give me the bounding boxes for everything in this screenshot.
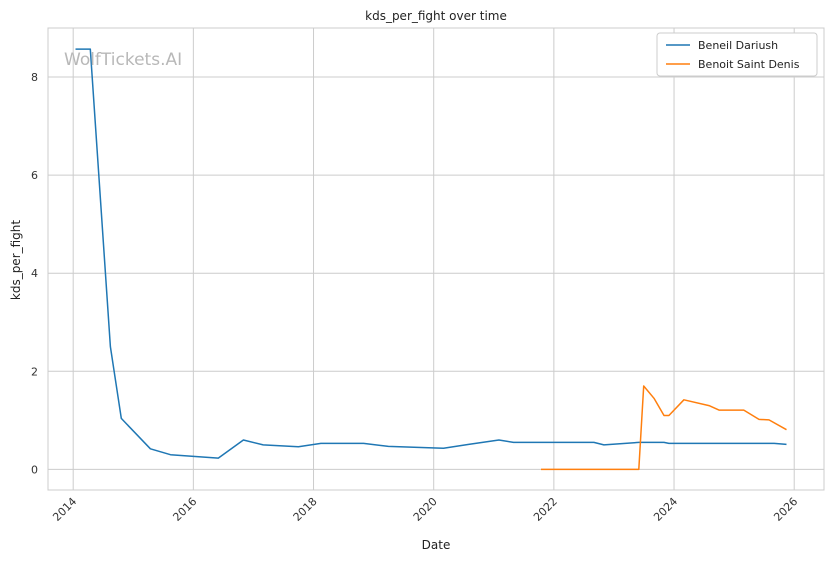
series-lines bbox=[75, 48, 787, 471]
legend-box bbox=[656, 32, 818, 77]
legend: Beneil Dariush Benoit Saint Denis bbox=[656, 32, 818, 77]
plot-area-frame bbox=[47, 27, 825, 491]
y-tick-label-8: 8 bbox=[31, 71, 38, 84]
watermark-text: WolfTickets.AI bbox=[64, 50, 182, 70]
grid-lines bbox=[48, 28, 824, 490]
y-tick-label-6: 6 bbox=[31, 169, 38, 182]
x-axis-title: Date bbox=[422, 538, 451, 552]
legend-label-benoit-saint-denis: Benoit Saint Denis bbox=[698, 58, 800, 71]
series-line-benoit-saint-denis bbox=[541, 385, 787, 471]
y-axis-title: kds_per_fight bbox=[9, 220, 23, 301]
y-tick-label-2: 2 bbox=[31, 365, 38, 378]
chart-title: kds_per_fight over time bbox=[365, 9, 507, 23]
y-tick-label-4: 4 bbox=[31, 267, 38, 280]
legend-label-beneil-dariush: Beneil Dariush bbox=[698, 39, 778, 52]
series-line-beneil-dariush bbox=[75, 48, 787, 459]
y-tick-label-0: 0 bbox=[31, 463, 38, 476]
